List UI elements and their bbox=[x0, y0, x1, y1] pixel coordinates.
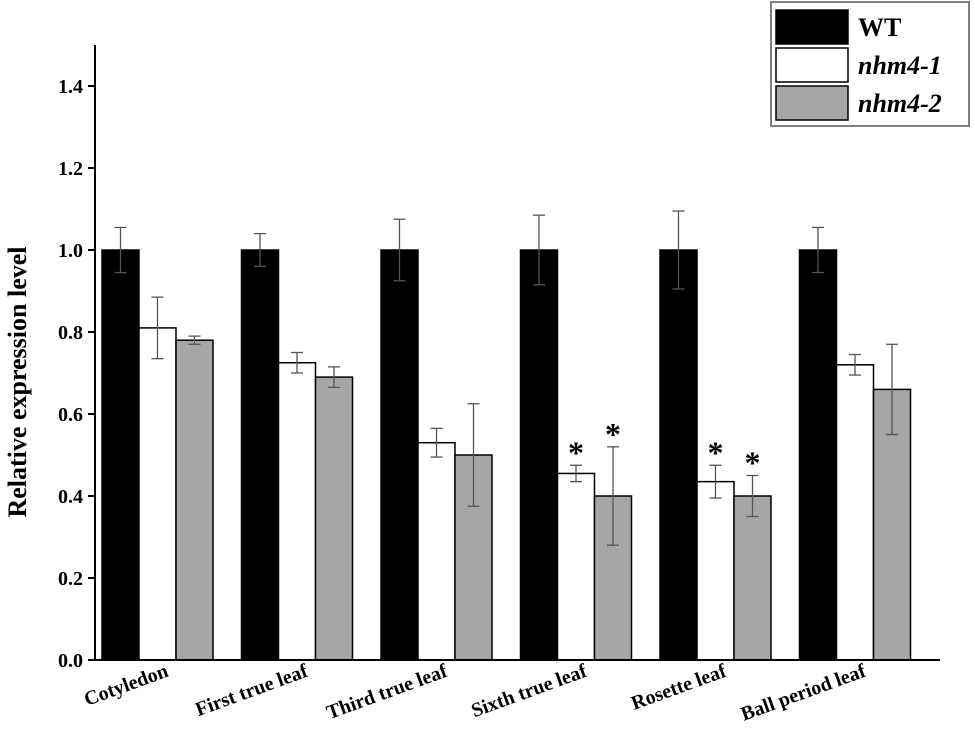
legend-swatch bbox=[775, 9, 849, 45]
x-tick-label: Cotyledon bbox=[81, 660, 171, 711]
y-tick-label: 1.2 bbox=[58, 158, 83, 180]
bar bbox=[733, 495, 772, 661]
bar bbox=[556, 472, 596, 661]
y-axis: 0.0 0.2 0.4 0.6 0.8 1.0 1.2 1.4 bbox=[58, 45, 96, 672]
y-axis-label: Relative expression level bbox=[3, 246, 32, 517]
bar-group bbox=[240, 232, 354, 661]
bar bbox=[175, 339, 214, 661]
x-tick-label: First true leaf bbox=[193, 660, 311, 721]
bar-group bbox=[380, 218, 493, 661]
bars: *** * bbox=[101, 210, 912, 661]
x-axis: Cotyledon First true leaf Third true leaf S… bbox=[81, 659, 940, 726]
x-tick-label: Third true leaf bbox=[324, 660, 451, 724]
legend-label: nhm4-2 bbox=[858, 89, 942, 118]
bar bbox=[101, 249, 140, 661]
bar-group bbox=[798, 226, 912, 661]
bar bbox=[835, 364, 875, 661]
y-tick-label: 0.6 bbox=[58, 404, 83, 426]
legend: WT nhm4-1 nhm4-2 bbox=[770, 1, 970, 127]
bar bbox=[277, 362, 317, 661]
significance-marker: * bbox=[745, 445, 761, 481]
bar bbox=[454, 454, 493, 661]
bar-group: ** bbox=[519, 214, 633, 661]
y-tick-label: 0.4 bbox=[58, 486, 83, 508]
legend-label: WT bbox=[858, 13, 901, 42]
significance-marker: * bbox=[708, 434, 724, 470]
legend-swatch bbox=[775, 85, 849, 121]
significance-marker: * bbox=[568, 434, 584, 470]
bar-group bbox=[101, 226, 214, 661]
bar bbox=[380, 249, 419, 661]
x-tick-label: Ball period leaf bbox=[738, 660, 869, 726]
bar bbox=[519, 249, 559, 661]
bar bbox=[240, 249, 280, 661]
significance-marker: * bbox=[605, 416, 621, 452]
legend-label: nhm4-1 bbox=[858, 51, 942, 80]
x-tick-label: Sixth true leaf bbox=[468, 660, 590, 722]
y-tick-label: 1.4 bbox=[58, 76, 83, 98]
y-tick-label: 0.8 bbox=[58, 322, 83, 344]
y-tick-label: 0.0 bbox=[58, 650, 83, 672]
bar bbox=[659, 249, 698, 661]
legend-swatch bbox=[775, 47, 849, 83]
bar bbox=[138, 327, 177, 661]
bar bbox=[314, 376, 354, 661]
y-tick-label: 1.0 bbox=[58, 240, 83, 262]
y-tick-label: 0.2 bbox=[58, 568, 83, 590]
x-tick-label: Rosette leaf bbox=[628, 660, 729, 715]
bar bbox=[696, 480, 735, 661]
bar bbox=[798, 249, 838, 661]
bar bbox=[417, 441, 456, 661]
bar-group: ** bbox=[659, 210, 772, 661]
